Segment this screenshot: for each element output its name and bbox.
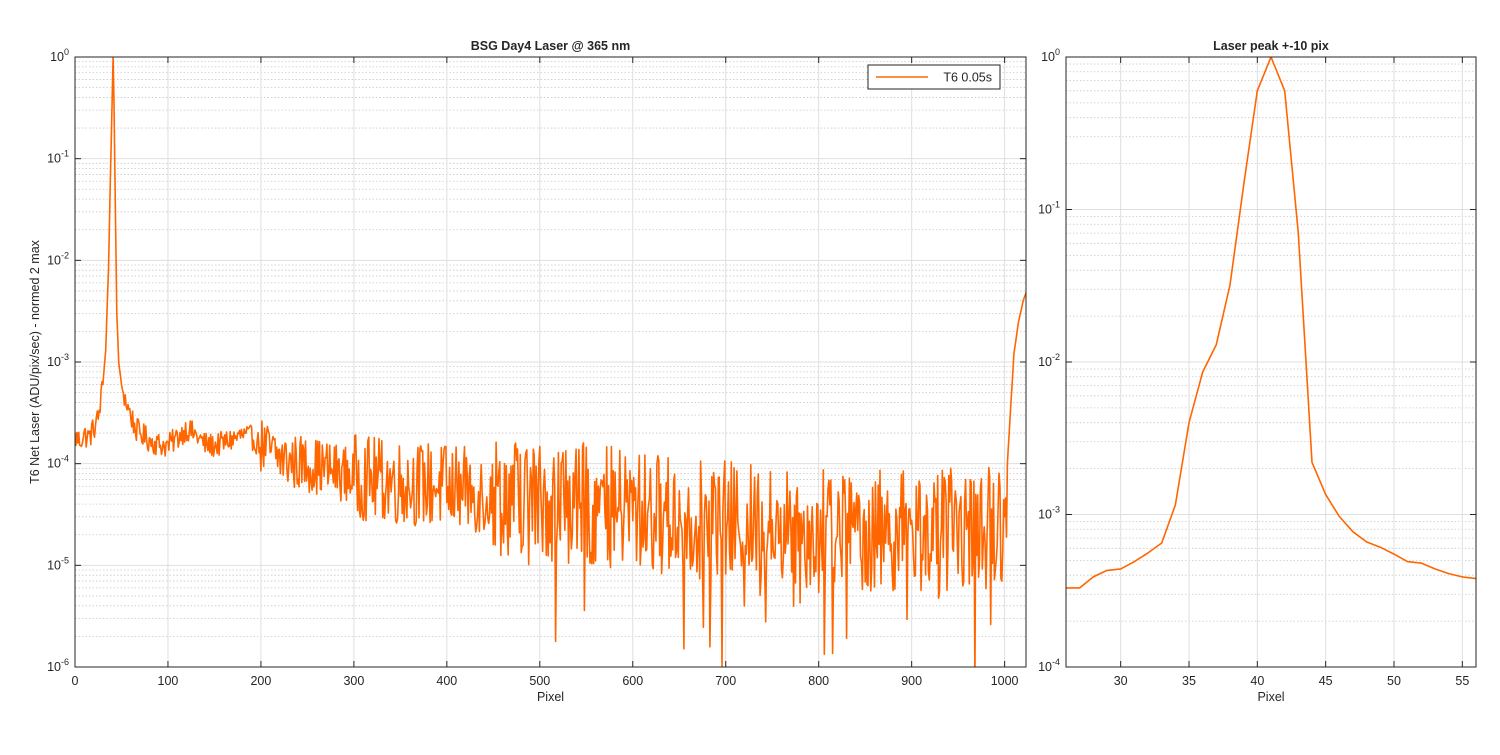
y-tick-label: 10-4 [1038, 657, 1060, 674]
x-tick-label: 800 [808, 674, 829, 688]
y-tick-label: 10-1 [1038, 200, 1060, 217]
chart-title: Laser peak +-10 pix [1213, 39, 1329, 53]
series-line [75, 57, 1026, 667]
x-tick-label: 300 [343, 674, 364, 688]
x-tick-label: 100 [158, 674, 179, 688]
x-tick-label: 30 [1114, 674, 1128, 688]
x-axis-label: Pixel [537, 690, 564, 704]
x-tick-label: 1000 [991, 674, 1019, 688]
y-axis-label: T6 Net Laser (ADU/pix/sec) - normed 2 ma… [28, 239, 42, 484]
y-tick-label: 10-3 [1038, 505, 1060, 522]
series-line [1066, 57, 1476, 589]
y-tick-label: 10-3 [47, 352, 69, 369]
x-tick-label: 45 [1319, 674, 1333, 688]
chart-title: BSG Day4 Laser @ 365 nm [471, 39, 631, 53]
x-tick-label: 600 [622, 674, 643, 688]
x-tick-label: 700 [715, 674, 736, 688]
x-tick-label: 0 [72, 674, 79, 688]
y-tick-label: 10-4 [47, 454, 69, 471]
x-axis-label: Pixel [1257, 690, 1284, 704]
main-spectrum-axes: 0 100 200 300 400 500 600 700 800 900 1000 100 10-1 1… [28, 39, 1027, 704]
laser-peak-axes: 30 35 40 45 50 55 100 10-1 10-2 10-3 10-4 Laser pea… [1038, 39, 1477, 704]
x-tick-label: 50 [1387, 674, 1401, 688]
y-tick-label: 10-6 [47, 657, 69, 674]
x-tick-label: 900 [901, 674, 922, 688]
y-tick-label: 10-2 [47, 250, 69, 267]
y-tick-label: 100 [50, 47, 69, 64]
x-tick-label: 200 [250, 674, 271, 688]
legend-box [867, 64, 1001, 90]
y-tick-label: 100 [1041, 47, 1060, 64]
y-tick-label: 10-5 [47, 555, 69, 572]
x-tick-label: 35 [1182, 674, 1196, 688]
legend-label: T6 0.05s [943, 71, 992, 85]
x-tick-label: 40 [1250, 674, 1264, 688]
y-tick-label: 10-1 [47, 149, 69, 166]
x-tick-label: 500 [529, 674, 550, 688]
x-tick-label: 400 [436, 674, 457, 688]
x-tick-label: 55 [1455, 674, 1469, 688]
y-tick-label: 10-2 [1038, 352, 1060, 369]
